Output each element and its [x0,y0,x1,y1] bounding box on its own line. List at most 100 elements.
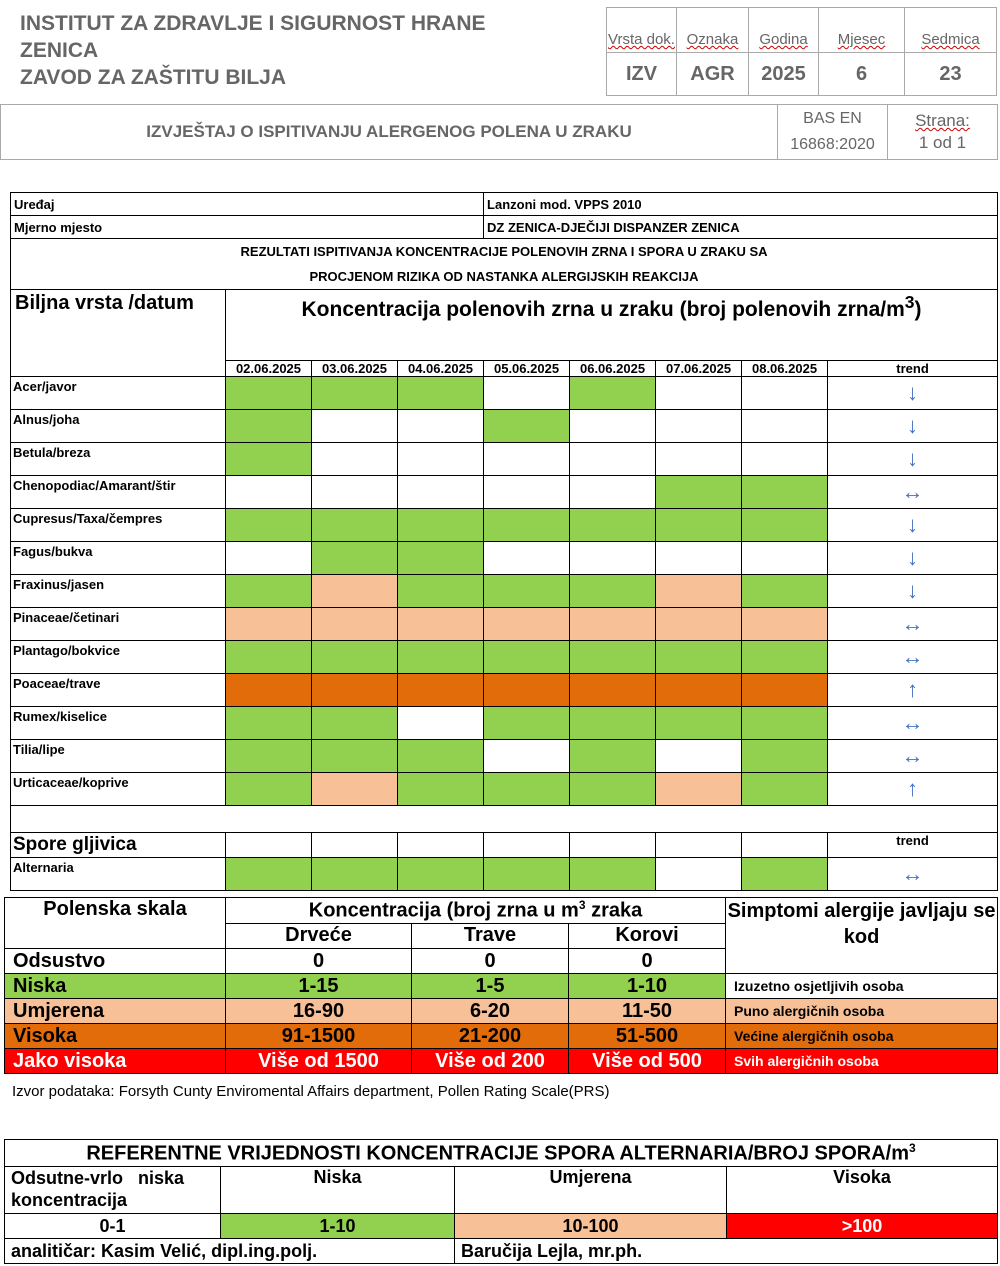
table-row: Alnus/joha ↓ [10,409,999,443]
level-cell [483,739,571,773]
empty-cell [483,832,571,858]
date-header: 08.06.2025 [741,360,829,377]
species-name: Alternaria [10,857,226,891]
code-value-type: IZV [606,52,677,96]
scale-level-moderate: Umjerena [4,998,226,1024]
analyst-2: Baručija Lejla, mr.ph. [454,1238,998,1264]
table-row: Urticaceae/koprive ↑ [10,772,999,806]
arrow-up-icon: ↑ [907,776,919,801]
scale-low-symptoms: Izuzetno osjetljivih osoba [725,973,999,999]
report-title-bar: IZVJEŠTAJ O ISPITIVANJU ALERGENOG POLENA… [0,104,998,160]
level-cell [311,857,398,891]
arrow-down-icon: ↓ [907,446,919,471]
scale-level-high: Visoka [4,1023,226,1049]
col-weeds: Korovi [567,922,727,950]
trend-cell: ↔ [827,739,999,773]
arrow-left-right-icon: ↔ [901,644,924,669]
level-cell [569,442,657,476]
level-cell [311,640,398,674]
level-cell [741,607,829,641]
data-source-note: Izvor podataka: Forsyth Cunty Enviroment… [12,1083,610,1100]
level-cell [569,857,657,891]
trend-cell: ↓ [827,574,999,608]
level-cell [483,772,571,806]
level-cell [225,607,312,641]
document-code-table: Vrsta dok. Oznaka Godina Mjesec Sedmica … [606,7,997,96]
scale-high-symptoms: Većine alergičnih osoba [725,1023,999,1049]
scale-moderate-weeds: 11-50 [567,998,727,1024]
level-cell [741,475,829,509]
empty-cell [311,832,398,858]
date-header: 02.06.2025 [225,360,312,377]
level-cell [655,673,743,707]
table-row: Chenopodiac/Amarant/štir ↔ [10,475,999,509]
alternaria-reference-table: REFERENTNE VRIJEDNOSTI KONCENTRACIJE SPO… [4,1139,998,1264]
results-title: REZULTATI ISPITIVANJA KONCENTRACIJE POLE… [9,238,999,290]
level-cell [396,574,485,608]
ref-col-absent: Odsutne-vrlo niska koncentracija [4,1166,221,1214]
trend-cell: ↑ [827,772,999,806]
code-label-type: Vrsta dok. [606,7,677,53]
level-cell [569,772,657,806]
table-row: Cupresus/Taxa/čempres ↓ [10,508,999,542]
empty-cell [655,832,743,858]
level-cell [741,673,829,707]
scale-level-absent: Odsustvo [4,948,226,974]
arrow-left-right-icon: ↔ [901,479,924,504]
table-row: Plantago/bokvice ↔ [10,640,999,674]
page-label: Strana: [915,111,970,130]
site-label: Mjerno mjesto [9,215,485,239]
table-row: Alternaria ↔ [10,857,999,891]
standard-line2: 16868:2020 [790,136,875,153]
level-cell [483,640,571,674]
table-row: Betula/breza ↓ [10,442,999,476]
trend-cell: ↔ [827,607,999,641]
level-cell [655,706,743,740]
level-cell [569,376,657,410]
level-cell [569,739,657,773]
level-cell [655,857,743,891]
level-cell [396,541,485,575]
spacer-row [9,805,999,833]
scale-low-trees: 1-15 [225,973,412,999]
level-cell [741,508,829,542]
arrow-left-right-icon: ↔ [901,710,924,735]
scale-moderate-trees: 16-90 [225,998,412,1024]
arrow-left-right-icon: ↔ [901,861,924,886]
table-row: Tilia/lipe ↔ [10,739,999,773]
level-cell [569,508,657,542]
site-value: DZ ZENICA-DJEČIJI DISPANZER ZENICA [483,215,999,239]
arrow-down-icon: ↓ [907,545,919,570]
scale-very-high-grass: Više od 200 [411,1048,569,1074]
species-name: Betula/breza [10,442,226,476]
reference-title: REFERENTNE VRIJEDNOSTI KONCENTRACIJE SPO… [4,1139,998,1167]
species-name: Fraxinus/jasen [10,574,226,608]
species-name: Alnus/joha [10,409,226,443]
level-cell [311,607,398,641]
institute-line3: ZAVOD ZA ZAŠTITU BILJA [20,66,286,89]
arrow-left-right-icon: ↔ [901,611,924,636]
scale-low-grass: 1-5 [411,973,569,999]
arrow-left-right-icon: ↔ [901,743,924,768]
empty-cell [741,832,829,858]
scale-absent-grass: 0 [411,948,569,974]
pollen-results-table: Uređaj Lanzoni mod. VPPS 2010 Mjerno mje… [9,192,999,891]
level-cell [569,640,657,674]
level-cell [311,475,398,509]
code-value-week: 23 [904,52,997,96]
level-cell [741,409,829,443]
level-cell [396,857,485,891]
date-header: 04.06.2025 [396,360,485,377]
level-cell [569,475,657,509]
level-cell [655,607,743,641]
trend-header: trend [827,360,999,377]
level-cell [655,739,743,773]
level-cell [225,409,312,443]
scale-high-trees: 91-1500 [225,1023,412,1049]
level-cell [311,673,398,707]
level-cell [225,640,312,674]
species-name: Fagus/bukva [10,541,226,575]
level-cell [396,508,485,542]
scale-level-low: Niska [4,973,226,999]
device-label: Uređaj [9,192,485,216]
